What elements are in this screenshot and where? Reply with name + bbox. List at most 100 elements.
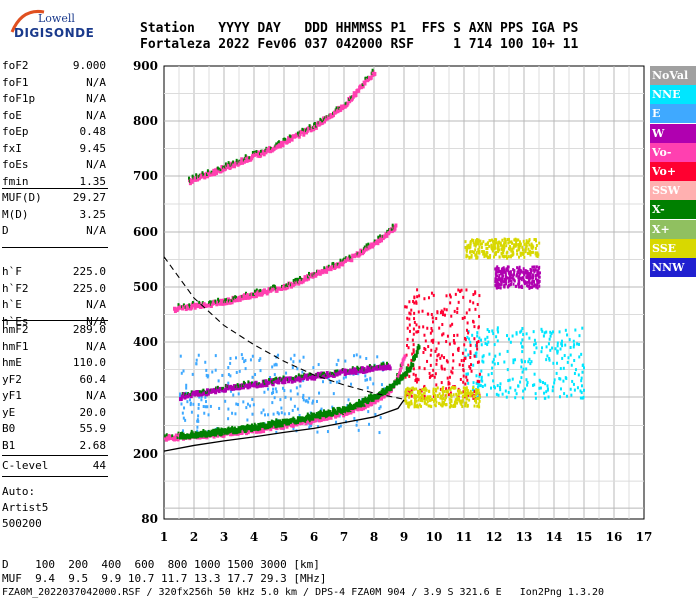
trace-point: [278, 140, 280, 144]
trace-point: [213, 430, 216, 434]
echo-point: [447, 393, 450, 397]
echo-point: [419, 398, 422, 402]
echo-point: [458, 391, 461, 395]
echo-point: [405, 353, 408, 357]
trace-point: [356, 365, 359, 369]
echo-point: [478, 383, 481, 387]
echo-point: [507, 276, 510, 280]
echo-point: [457, 393, 460, 397]
echo-point: [580, 376, 583, 380]
echo-point: [455, 392, 458, 396]
trace-point: [282, 283, 286, 288]
echo-point: [420, 389, 423, 393]
echo-point: [236, 403, 239, 407]
echo-point: [473, 325, 476, 329]
echo-point: [426, 312, 429, 316]
param-row: MUF(D) 29.27: [2, 191, 106, 207]
echo-point: [485, 393, 488, 397]
trace-point: [243, 158, 247, 163]
echo-point: [511, 250, 514, 254]
echo-point: [519, 330, 522, 334]
echo-point: [538, 279, 541, 283]
echo-point: [491, 249, 494, 253]
echo-point: [498, 240, 501, 244]
trace-point: [165, 434, 169, 439]
echo-point: [522, 267, 525, 271]
echo-point: [435, 400, 438, 404]
echo-point: [378, 431, 381, 435]
echo-point: [413, 387, 416, 391]
echo-point: [414, 394, 417, 398]
trace-point: [296, 419, 299, 424]
echo-point: [366, 386, 369, 390]
echo-point: [439, 311, 442, 315]
echo-point: [530, 242, 533, 246]
echo-point: [558, 395, 561, 399]
echo-point: [561, 356, 564, 360]
trace-point: [341, 408, 344, 413]
echo-point: [410, 391, 413, 395]
trace-point: [336, 262, 339, 266]
trace-point: [198, 390, 201, 394]
y-tick-label: 900: [133, 59, 158, 73]
echo-point: [533, 351, 536, 355]
trace-point: [385, 392, 389, 397]
param-row: fmin 1.35: [2, 175, 106, 191]
echo-point: [547, 395, 550, 399]
trace-point: [279, 420, 282, 424]
separator-line: [2, 320, 108, 321]
trace-point: [262, 152, 266, 157]
trace-point: [370, 72, 374, 77]
param-value: 20.0: [79, 405, 107, 419]
echo-point: [251, 375, 254, 379]
trace-point: [332, 407, 335, 411]
echo-point: [320, 407, 323, 411]
echo-point: [578, 355, 581, 359]
echo-point: [469, 350, 472, 354]
echo-point: [227, 366, 230, 370]
trace-point: [325, 269, 329, 274]
echo-point: [462, 380, 465, 384]
echo-point: [444, 396, 447, 400]
echo-point: [445, 294, 448, 298]
echo-point: [414, 379, 417, 383]
echo-point: [185, 383, 188, 387]
echo-point: [535, 243, 538, 247]
echo-point: [184, 418, 187, 422]
echo-point: [355, 353, 358, 357]
echo-point: [364, 378, 367, 382]
trace-point: [211, 432, 215, 437]
echo-point: [182, 369, 185, 373]
echo-point: [246, 418, 249, 422]
echo-point: [429, 353, 432, 357]
echo-point: [472, 319, 475, 323]
echo-point: [503, 270, 506, 274]
echo-point: [552, 330, 555, 334]
echo-point: [424, 339, 427, 343]
echo-point: [498, 269, 501, 273]
echo-point: [501, 238, 504, 242]
echo-point: [418, 390, 421, 394]
param-row: foF1 N/A: [2, 76, 106, 92]
param-row: foF1p N/A: [2, 92, 106, 108]
echo-point: [448, 386, 451, 390]
echo-point: [417, 405, 420, 409]
echo-point: [180, 371, 183, 375]
echo-point: [198, 395, 201, 399]
trace-point: [262, 379, 265, 383]
echo-point: [292, 427, 295, 431]
trace-point: [247, 380, 250, 384]
echo-point: [521, 350, 524, 354]
echo-point: [477, 382, 480, 386]
param-row: B1 2.68: [2, 439, 106, 455]
echo-point: [291, 408, 294, 412]
trace-point: [202, 388, 205, 392]
trace-point: [238, 431, 242, 436]
echo-point: [498, 282, 501, 286]
echo-point: [260, 411, 263, 415]
trace-point: [300, 420, 304, 425]
echo-point: [508, 272, 511, 276]
trace-point: [213, 387, 217, 392]
trace-point: [417, 345, 421, 350]
echo-point: [443, 313, 446, 317]
